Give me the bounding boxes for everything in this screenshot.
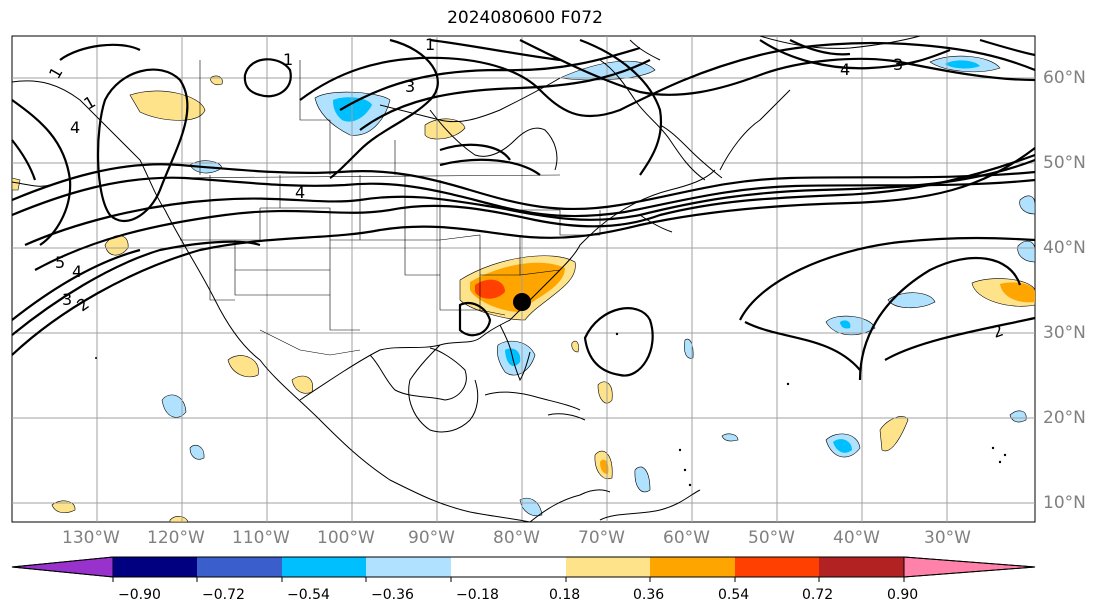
contour-label: 3 [405,77,415,96]
colorbar-segment [566,557,650,577]
colorbar-segment [282,557,366,577]
contour-label: 4 [70,118,80,137]
anomaly-positive-region [11,177,21,191]
colorbar-tick-label: −0.72 [202,587,245,603]
lat-label: 40°N [1043,238,1086,258]
anomaly-positive-region [51,500,76,514]
anomaly-negative-region [1017,240,1036,263]
lon-label: 80°W [493,528,540,548]
colorbar-tick-label: −0.36 [371,587,414,603]
colorbar-tick-label: −0.54 [287,587,330,603]
colorbar-segment [197,557,282,577]
colorbar-tick-label: −0.18 [456,587,499,603]
anomaly-strong-negative-region [840,320,851,329]
map-title: 2024080600 F072 [447,8,603,28]
lon-label: 60°W [663,528,710,548]
contour-label: 4 [72,262,82,281]
lon-label: 30°W [924,528,971,548]
colorbar-segment [451,557,566,577]
colorbar [11,556,1036,582]
colorbar-segment [903,556,1036,578]
colorbar-segment [11,556,114,578]
lon-label: 70°W [578,528,625,548]
lon-label: 130°W [62,528,120,548]
anomaly-strong-negative-region [945,60,980,69]
contour-lines [11,38,1036,381]
contour-label: 4 [840,60,850,79]
lat-label: 30°N [1043,323,1086,343]
island-markers [95,332,1007,487]
anomaly-negative-region [161,394,187,418]
lon-label: 40°W [833,528,880,548]
colorbar-segment [366,557,451,577]
lat-label: 50°N [1043,153,1086,173]
colorbar-tick-label: 0.36 [633,587,665,603]
colorbar-tick-label: 0.18 [549,587,581,603]
anomaly-negative-region [634,466,651,493]
anomaly-positive-region [597,381,613,404]
colorbar-tick-label: −0.90 [118,587,161,603]
lon-label: 50°W [748,528,795,548]
anomaly-negative-region [189,445,205,460]
colorbar-segment [819,557,904,577]
lat-label: 10°N [1043,493,1086,513]
anomaly-negative-region [1019,195,1036,215]
anomaly-positive-region [227,355,259,378]
anomaly-positive-region [879,416,909,452]
coastlines [11,35,921,523]
lon-label: 120°W [147,528,205,548]
contour-label: 5 [55,253,65,272]
lat-label: 60°N [1043,68,1086,88]
colorbar-segment [113,557,197,577]
colorbar-segment [650,557,735,577]
anomaly-strong-negative-region [833,439,852,453]
lon-label: 100°W [317,528,375,548]
lon-label: 110°W [232,528,290,548]
contour-label: 4 [295,183,305,202]
storm-center-marker [513,293,531,311]
anomaly-strong-region [1000,282,1035,303]
anomaly-negative-region [1009,410,1027,423]
anomaly-positive-region [169,516,189,523]
colorbar-tick-label: 0.54 [718,587,750,603]
anomaly-negative-region [721,433,739,442]
contour-label: 3 [893,55,903,74]
colorbar-tick-label: 0.72 [802,587,834,603]
anomaly-max-region [475,279,505,299]
contour-label: 3 [62,290,72,309]
contour-label: 1 [425,35,435,54]
anomaly-strong-region [600,459,609,474]
contour-label: 1 [283,50,293,69]
anomaly-negative-region [825,315,876,336]
anomaly-positive-region [571,340,579,353]
lon-label: 90°W [408,528,455,548]
colorbar-tick-label: 0.90 [887,587,919,603]
anomaly-negative-region [887,292,936,309]
anomaly-negative-region [684,338,694,359]
colorbar-segment [735,557,819,577]
lat-label: 20°N [1043,408,1086,428]
